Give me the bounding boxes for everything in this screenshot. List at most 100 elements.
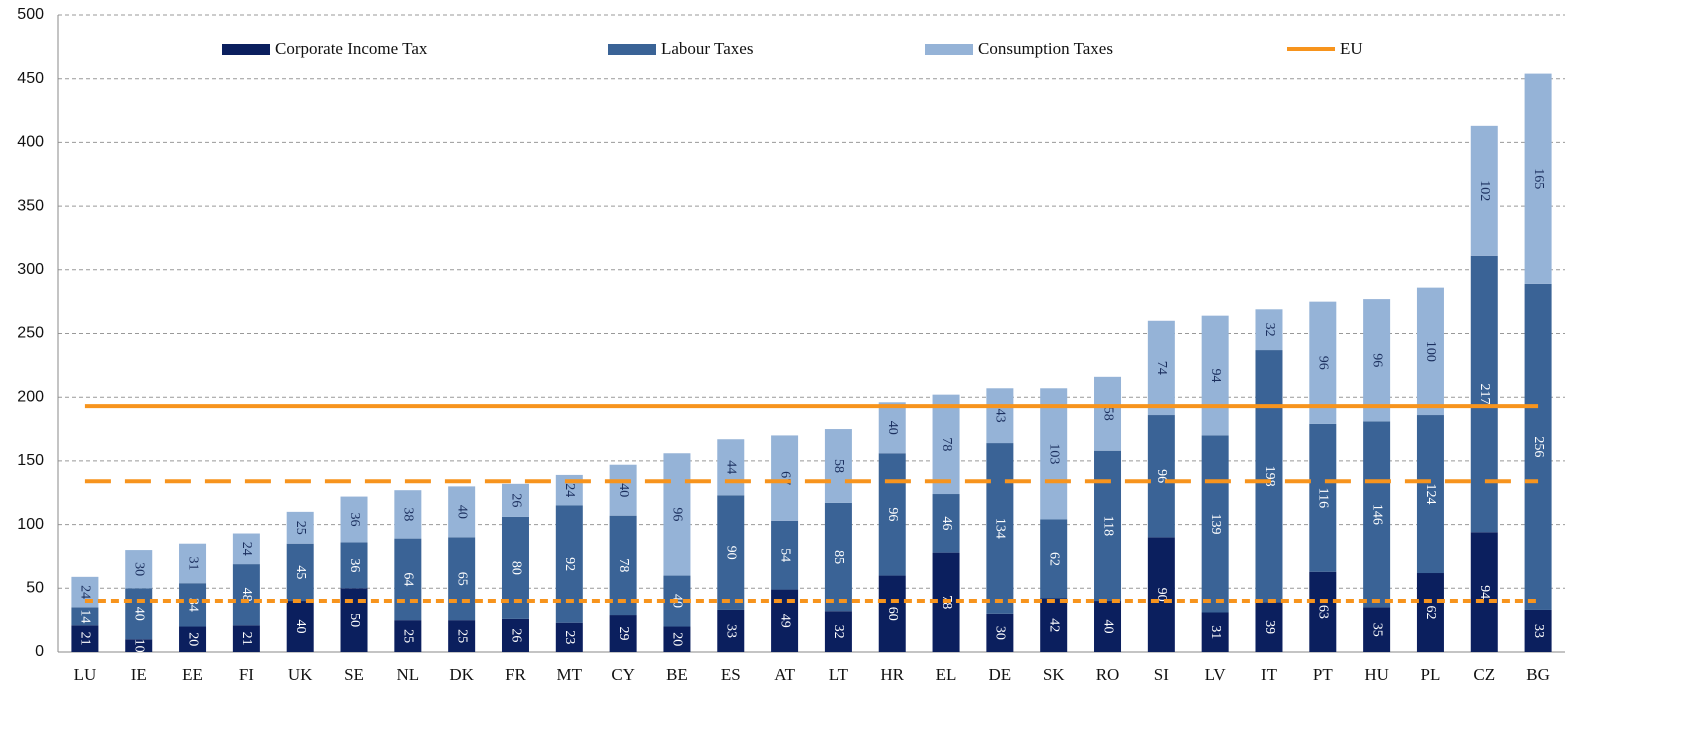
x-tick-label: DE [989, 665, 1012, 684]
value-label: 43 [993, 409, 1008, 423]
value-label: 38 [401, 507, 416, 521]
bar-segment [1094, 450, 1122, 602]
bar-segment [394, 538, 422, 621]
bar-segment [448, 537, 476, 621]
x-tick-label: EL [936, 665, 957, 684]
value-label: 85 [831, 550, 846, 564]
bar-segment [1040, 388, 1068, 520]
value-label: 96 [670, 507, 685, 521]
x-tick-label: PT [1313, 665, 1333, 684]
legend-swatch [608, 44, 656, 55]
value-label: 20 [185, 632, 200, 646]
x-tick-label: RO [1096, 665, 1120, 684]
legend-label: EU [1340, 39, 1363, 58]
x-tick-label: ES [721, 665, 741, 684]
x-tick-label: LV [1205, 665, 1227, 684]
value-label: 256 [1531, 436, 1546, 457]
value-label: 20 [670, 632, 685, 646]
value-label: 25 [401, 629, 416, 643]
bar-segment [1147, 320, 1175, 416]
y-tick-label: 400 [17, 134, 44, 151]
x-tick-label: LU [74, 665, 97, 684]
value-label: 46 [939, 516, 954, 530]
bar-segment [1524, 73, 1552, 284]
value-label: 90 [724, 546, 739, 560]
y-tick-label: 300 [17, 261, 44, 278]
value-label: 31 [185, 556, 200, 570]
x-tick-label: NL [397, 665, 420, 684]
bar-segment [555, 622, 583, 652]
value-label: 24 [562, 483, 577, 497]
value-label: 44 [724, 460, 739, 474]
value-label: 58 [1100, 407, 1115, 421]
value-label: 26 [508, 628, 523, 642]
bar-segment [394, 490, 422, 539]
y-tick-label: 50 [26, 580, 44, 597]
y-tick-label: 0 [35, 643, 44, 660]
value-label: 80 [508, 561, 523, 575]
bar-segment [125, 588, 153, 640]
value-label: 45 [293, 565, 308, 579]
value-label: 198 [1262, 466, 1277, 487]
value-label: 21 [78, 632, 93, 646]
y-tick-label: 450 [17, 70, 44, 87]
bar-segment [1470, 255, 1498, 533]
bar-segment [932, 494, 960, 553]
bar-segment [1255, 602, 1283, 652]
bar-segment [1094, 376, 1122, 451]
value-label: 26 [508, 493, 523, 507]
bar-segment [986, 443, 1014, 614]
value-label: 40 [1100, 620, 1115, 634]
bar-segment [71, 607, 99, 626]
bar-segment [501, 618, 529, 652]
bar-segment [878, 575, 906, 652]
bar-segment [125, 550, 153, 589]
bar-segment [179, 543, 207, 584]
bar-segment [1524, 609, 1552, 652]
bar-segment [340, 496, 368, 543]
value-label: 48 [239, 588, 254, 602]
value-label: 65 [454, 572, 469, 586]
value-label: 31 [1208, 625, 1223, 639]
bar-segment [1416, 415, 1444, 574]
y-tick-label: 250 [17, 325, 44, 342]
value-label: 58 [831, 459, 846, 473]
value-label: 92 [562, 557, 577, 571]
bar-segment [1309, 571, 1337, 652]
bar-segment [932, 394, 960, 495]
bar-segment [1147, 537, 1175, 652]
bar-segment [340, 588, 368, 652]
y-tick-label: 350 [17, 197, 44, 214]
bar-segment [609, 464, 637, 516]
bar-segment [1201, 612, 1229, 652]
x-tick-label: HR [880, 665, 904, 684]
bar-segment [663, 626, 691, 652]
legend-label: Corporate Income Tax [275, 39, 428, 58]
bar-segment [986, 613, 1014, 652]
value-label: 32 [831, 625, 846, 639]
value-label: 40 [454, 505, 469, 519]
bar-segment [340, 542, 368, 589]
bar-segment [663, 453, 691, 576]
bar-segment [1363, 421, 1391, 608]
bar-segment [1309, 301, 1337, 424]
bar-segment [878, 453, 906, 576]
bar-segment [1201, 435, 1229, 613]
x-tick-label: IE [131, 665, 147, 684]
bar-segment [286, 511, 314, 544]
bar-segment [125, 639, 153, 652]
x-tick-label: BG [1526, 665, 1550, 684]
x-tick-label: HU [1364, 665, 1389, 684]
bar-segment [1470, 532, 1498, 652]
value-label: 36 [347, 558, 362, 572]
value-label: 24 [78, 585, 93, 599]
bar-segment [771, 520, 799, 590]
x-tick-label: CZ [1473, 665, 1495, 684]
value-label: 14 [78, 609, 93, 623]
x-tick-label: FR [505, 665, 526, 684]
bar-segment [286, 543, 314, 602]
bar-segment [1363, 607, 1391, 652]
value-label: 40 [885, 421, 900, 435]
bar-segment [1416, 573, 1444, 652]
bar-segment [1470, 125, 1498, 256]
